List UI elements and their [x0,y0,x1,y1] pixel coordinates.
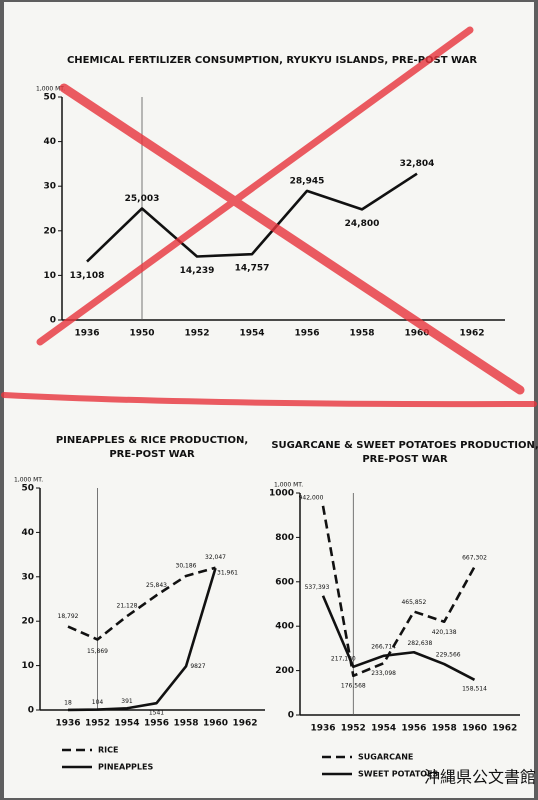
value-label: 266,714 [371,643,396,650]
x-tick-label: 1962 [492,724,517,734]
x-tick-label: 1952 [341,724,366,734]
y-tick-label: 20 [43,226,56,236]
x-tick-label: 1936 [74,329,99,339]
y-axis-label: 1,000 MT. [274,482,303,489]
value-label: 21,128 [117,603,138,610]
x-tick-label: 1958 [173,719,198,729]
y-tick-label: 1000 [269,489,294,499]
y-tick-label: 400 [275,622,294,632]
data-line [67,567,217,712]
legend-label: SWEET POTATOES [358,770,439,779]
x-tick-label: 1954 [239,329,264,339]
y-axis-label: 1,000 MT. [36,86,65,93]
value-label: 18 [64,699,72,706]
value-label: 30,186 [176,562,197,569]
cross-line [59,83,525,395]
x-tick-label: 1960 [462,724,487,734]
x-tick-label: 1950 [129,329,154,339]
value-label: 465,852 [401,599,426,606]
value-label: 233,098 [371,670,396,677]
cross-line [36,26,474,346]
y-tick-label: 50 [43,93,56,103]
x-tick-label: 1936 [55,719,80,729]
x-tick-label: 1962 [459,329,484,339]
value-label: 1541 [149,710,164,717]
y-tick-label: 10 [21,661,34,671]
y-tick-label: 800 [275,533,294,543]
y-tick-label: 600 [275,577,294,587]
chart-title: PRE-POST WAR [109,449,195,460]
value-label: 537,393 [305,584,330,591]
x-tick-label: 1956 [401,724,426,734]
y-tick-label: 40 [43,137,56,147]
value-label: 15,869 [87,648,108,655]
chart-title: PRE-POST WAR [362,454,448,465]
x-tick-label: 1956 [294,329,319,339]
x-tick-label: 1958 [432,724,457,734]
y-tick-label: 50 [21,484,34,494]
cross-out [1,26,537,408]
y-axis-label: 1,000 MT. [14,477,43,484]
x-tick-label: 1952 [85,719,110,729]
y-tick-label: 0 [50,316,56,326]
data-line [86,172,418,263]
y-tick-label: 40 [21,528,34,538]
legend-label: RICE [98,746,118,755]
y-tick-label: 0 [288,711,294,721]
value-label: 158,514 [462,685,487,692]
y-tick-label: 0 [28,706,34,716]
value-label: 28,945 [290,176,325,186]
value-label: 104 [92,699,104,706]
chart-title: SUGARCANE & SWEET POTATOES PRODUCTION, [271,440,538,451]
y-tick-label: 200 [275,666,294,676]
value-label: 176,568 [341,682,366,689]
y-tick-label: 10 [43,271,56,281]
y-tick-label: 20 [21,617,34,627]
value-label: 31,961 [217,570,238,577]
data-line [321,505,476,678]
stamp: 沖縄県公文書館 [424,768,536,787]
x-tick-label: 1962 [232,719,257,729]
x-tick-label: 1954 [371,724,396,734]
separator-line [1,392,537,408]
value-label: 14,757 [235,264,270,274]
value-label: 282,638 [407,640,432,647]
x-tick-label: 1960 [203,719,228,729]
x-tick-label: 1954 [114,719,139,729]
value-label: 420,138 [432,629,457,636]
value-label: 229,566 [436,652,461,659]
value-label: 667,302 [462,554,487,561]
value-label: 32,804 [400,159,435,169]
value-label: 942,000 [299,494,324,501]
x-tick-label: 1952 [184,329,209,339]
y-tick-label: 30 [43,182,56,192]
value-label: 13,108 [70,271,105,281]
value-label: 14,239 [180,266,215,276]
value-label: 25,843 [146,582,167,589]
chart-title: CHEMICAL FERTILIZER CONSUMPTION, RYUKYU … [67,55,477,66]
x-tick-label: 1936 [310,724,335,734]
value-label: 9827 [190,663,205,670]
chart-title: PINEAPPLES & RICE PRODUCTION, [56,435,248,446]
value-label: 24,800 [345,219,380,229]
x-tick-label: 1958 [349,329,374,339]
value-label: 391 [121,698,133,705]
value-label: 217,160 [331,655,356,662]
value-label: 25,003 [125,194,160,204]
value-label: 32,047 [205,554,226,561]
legend-label: SUGARCANE [358,753,413,762]
data-line [321,595,476,681]
legend-label: PINEAPPLES [98,763,153,772]
data-line [67,566,216,641]
x-tick-label: 1956 [144,719,169,729]
value-label: 18,792 [58,613,79,620]
y-tick-label: 30 [21,572,34,582]
x-tick-label: 1960 [404,329,429,339]
